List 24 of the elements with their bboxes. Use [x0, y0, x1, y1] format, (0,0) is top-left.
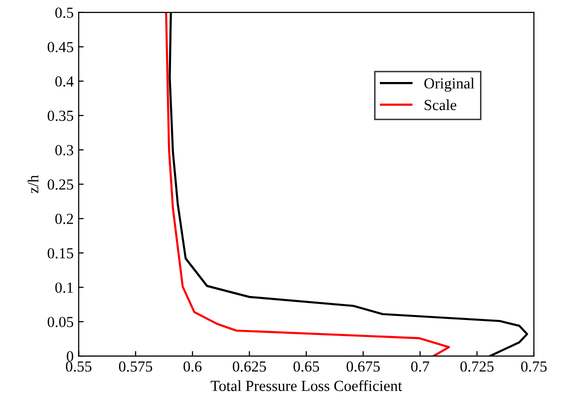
- y-tick-label: 0.3: [55, 145, 74, 156]
- x-tick-label: 0.6: [184, 361, 202, 372]
- x-tick-label: 0.675: [346, 361, 380, 372]
- x-tick-label: 0.575: [118, 361, 152, 372]
- x-tick-label: 0.55: [66, 361, 92, 372]
- legend-label: Scale: [424, 99, 456, 110]
- x-tick-label: 0.725: [460, 361, 494, 372]
- legend-label: Original: [424, 78, 474, 92]
- y-tick-label: 0.15: [48, 248, 74, 258]
- y-tick-label: 0.4: [55, 76, 74, 87]
- y-tick-label: 0.1: [55, 282, 73, 293]
- y-tick-label: 0: [66, 351, 74, 362]
- y-tick-label: 0.25: [48, 179, 74, 190]
- x-tick-label: 0.75: [521, 361, 547, 372]
- y-tick-label: 0.05: [48, 316, 74, 328]
- x-tick-label: 0.625: [232, 361, 266, 372]
- x-tick-label: 0.65: [294, 361, 320, 372]
- y-tick-label: 0.2: [55, 214, 73, 224]
- y-axis-title: z/h: [28, 175, 38, 194]
- x-tick-label: 0.7: [411, 361, 430, 372]
- x-axis-title: Total Pressure Loss Coefficient: [210, 380, 402, 392]
- y-tick-label: 0.35: [48, 110, 74, 122]
- y-tick-label: 0.45: [48, 42, 74, 52]
- y-tick-label: 0.5: [55, 8, 74, 18]
